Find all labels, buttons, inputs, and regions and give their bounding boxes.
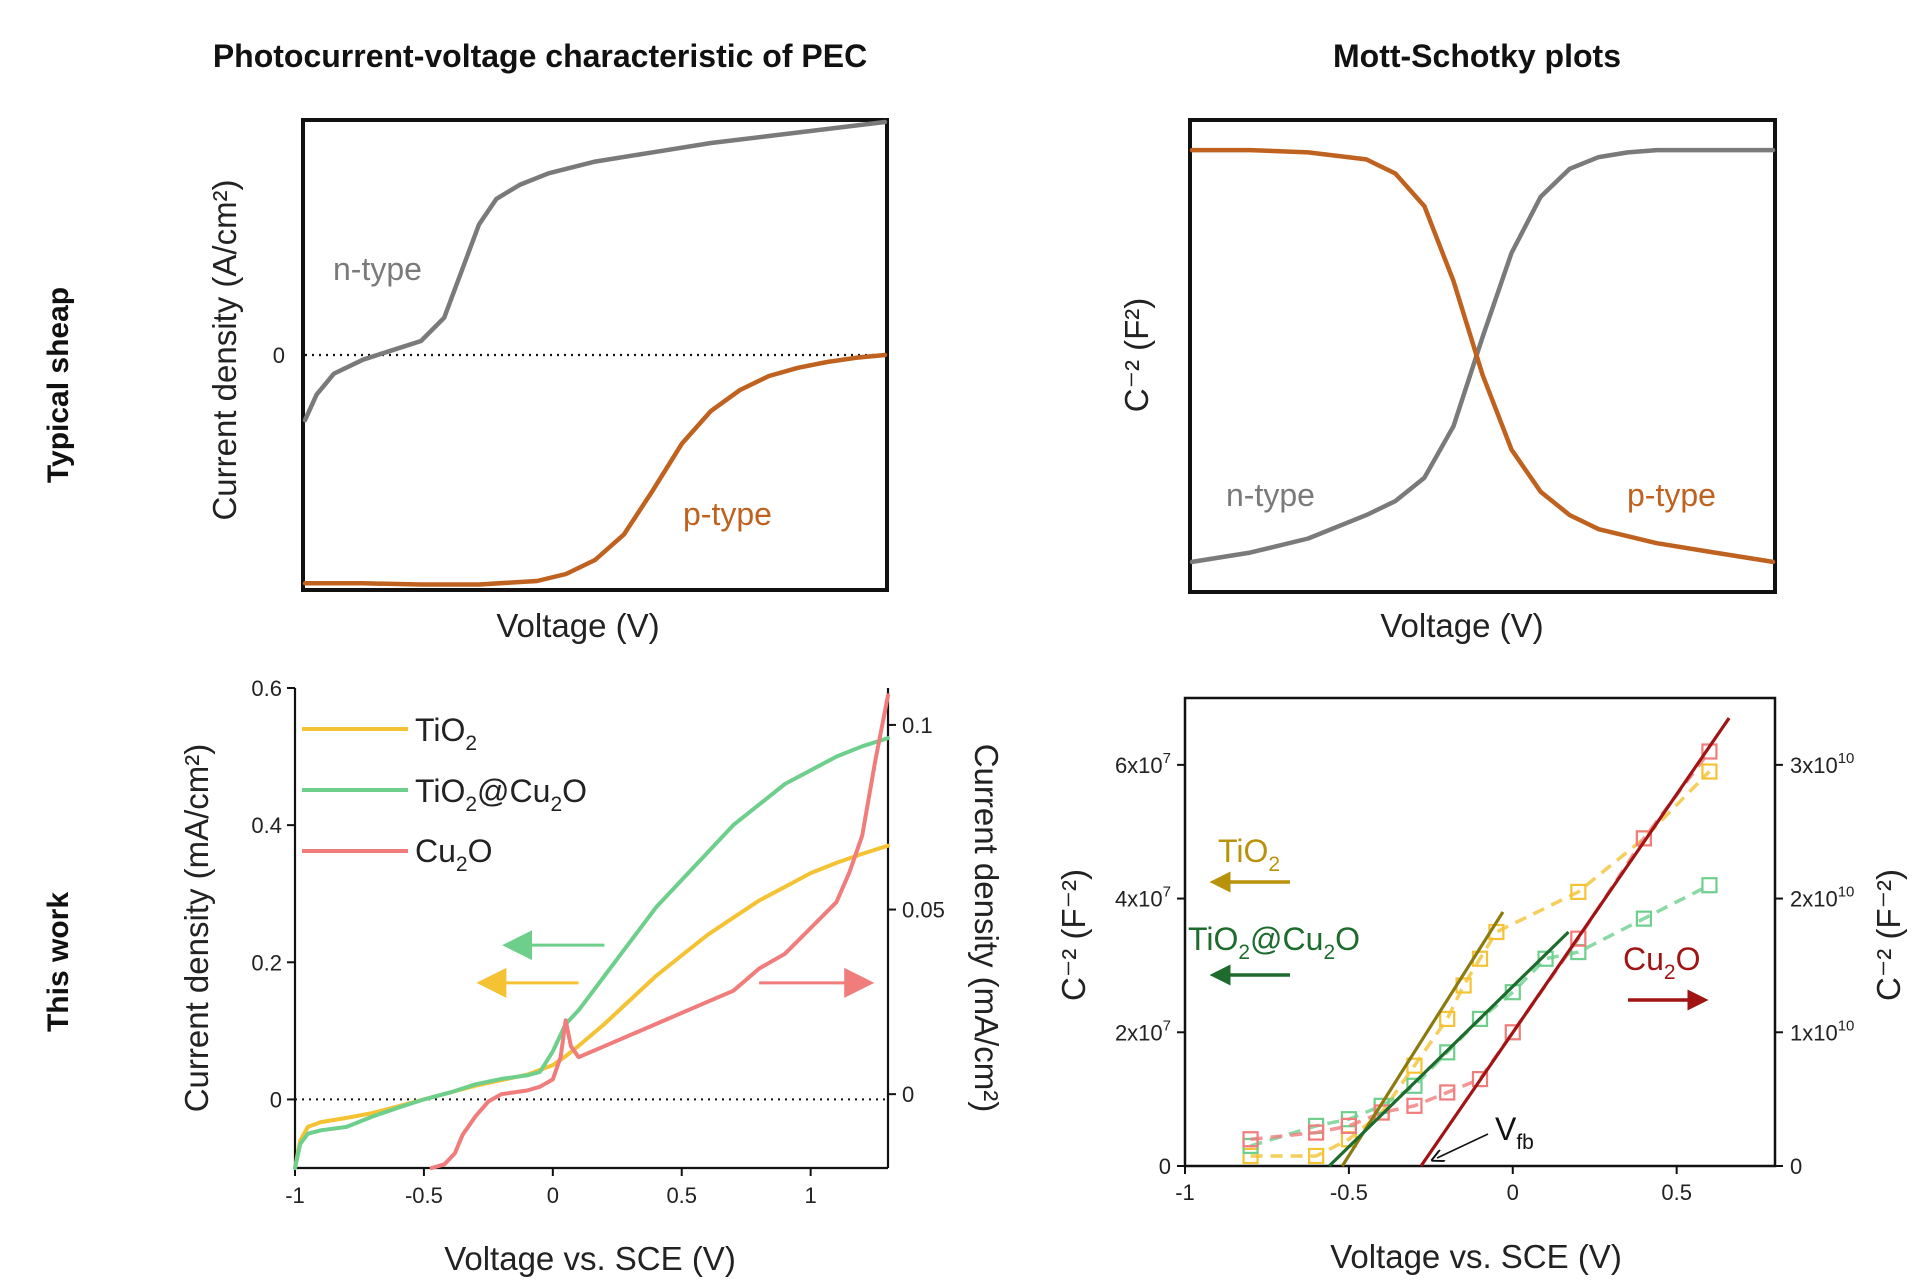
chart-d-point-tio2 bbox=[1570, 883, 1587, 900]
chart-a-ylabel: Current density (A/cm²) bbox=[206, 179, 243, 520]
chart-d-y2tick-2: 2x1010 bbox=[1790, 884, 1854, 912]
chart-b-series-n-type bbox=[1189, 147, 1776, 565]
chart-d-point-cu2o bbox=[1242, 1131, 1259, 1148]
chart-c-xtick-0: -1 bbox=[285, 1183, 305, 1208]
chart-b-label-n-type: n-type bbox=[1226, 477, 1315, 513]
chart-d-point-tio2 bbox=[1242, 1147, 1259, 1165]
chart-d-fit-tio2-cu2o bbox=[1328, 930, 1570, 1168]
chart-b-xlabel: Voltage (V) bbox=[1380, 607, 1543, 644]
chart-c-xtick-3: 0.5 bbox=[666, 1183, 697, 1208]
chart-a-xlabel: Voltage (V) bbox=[496, 607, 659, 644]
chart-b-ylabel: C⁻² (F²) bbox=[1118, 298, 1155, 413]
chart-a-label-n-type: n-type bbox=[333, 251, 422, 287]
chart-d-point-cu2o bbox=[1340, 1117, 1357, 1134]
chart-d-fit-cu2o bbox=[1419, 717, 1731, 1167]
chart-d-xtick-1: -0.5 bbox=[1330, 1180, 1368, 1205]
chart-c-ytick-3: 0.6 bbox=[251, 676, 282, 701]
legend-label-cu2o: Cu2O bbox=[415, 833, 492, 876]
chart-c-xtick-4: 1 bbox=[805, 1183, 817, 1208]
chart-d-vfb-pointer bbox=[1437, 1133, 1489, 1158]
chart-d-point-tio2-cu2o bbox=[1537, 950, 1554, 967]
chart-d-point-tio2-cu2o bbox=[1635, 910, 1652, 927]
chart-d-point-cu2o bbox=[1471, 1070, 1489, 1088]
chart-d-y2tick-1: 1x1010 bbox=[1790, 1017, 1854, 1045]
chart-d-fit-tio2 bbox=[1340, 911, 1505, 1167]
chart-d-xlabel: Voltage vs. SCE (V) bbox=[1330, 1238, 1622, 1275]
chart-d-frame bbox=[1183, 696, 1777, 1168]
chart-d-ytick-3: 6x107 bbox=[1115, 750, 1171, 778]
chart-b-label-p-type: p-type bbox=[1627, 477, 1716, 513]
title-left: Photocurrent-voltage characteristic of P… bbox=[213, 38, 867, 74]
chart-a-ytick-0: 0 bbox=[273, 343, 285, 368]
chart-c-ytick-2: 0.4 bbox=[251, 813, 282, 838]
chart-d: -1 -0.5 0 0.5 0 2x107 4x107 6x107 0 1x1010 2x1010 3… bbox=[1055, 696, 1907, 1275]
legend-label-tio2-cu2o: TiO2@Cu2O bbox=[415, 773, 587, 816]
chart-b: n-type p-type Voltage (V) C⁻² (F²) bbox=[1118, 118, 1777, 644]
chart-d-ytick-1: 2x107 bbox=[1115, 1017, 1171, 1045]
chart-c-y2tick-1: 0.05 bbox=[902, 898, 945, 923]
chart-d-point-cu2o bbox=[1570, 930, 1587, 947]
chart-d-vfb-label: Vfb bbox=[1495, 1111, 1534, 1154]
chart-d-point-tio2-cu2o bbox=[1439, 1044, 1456, 1061]
chart-c-ylabel: Current density (mA/cm²) bbox=[178, 744, 215, 1113]
chart-d-ylabel-right: C⁻² (F⁻²) bbox=[1870, 869, 1907, 1001]
chart-d-point-tio2 bbox=[1439, 1010, 1456, 1028]
chart-d-xtick-3: 0.5 bbox=[1661, 1180, 1692, 1205]
chart-c-xtick-1: -0.5 bbox=[405, 1183, 443, 1208]
chart-d-label-tio2: TiO2 bbox=[1218, 833, 1280, 876]
chart-c-ytick-0: 0 bbox=[270, 1087, 282, 1112]
chart-c-series-cu2o bbox=[429, 693, 890, 1170]
title-right: Mott-Schotky plots bbox=[1333, 38, 1621, 74]
chart-a: 0 n-type p-type Voltage (V) Current dens… bbox=[206, 118, 889, 644]
legend-label-tio2: TiO2 bbox=[415, 712, 477, 755]
chart-d-label-cu2o: Cu2O bbox=[1623, 941, 1700, 984]
chart-d-ticks: -1 -0.5 0 0.5 0 2x107 4x107 6x107 0 1x1010 2x1010 3… bbox=[1115, 750, 1854, 1205]
chart-d-label-tio2-cu2o: TiO2@Cu2O bbox=[1188, 921, 1360, 964]
chart-c-legend: TiO2 TiO2@Cu2O Cu2O bbox=[302, 712, 587, 876]
chart-c-y2tick-2: 0.1 bbox=[902, 713, 933, 738]
chart-d-point-tio2 bbox=[1701, 763, 1718, 780]
chart-a-label-p-type: p-type bbox=[683, 496, 772, 532]
chart-d-xtick-0: -1 bbox=[1175, 1180, 1195, 1205]
chart-a-series-n-type bbox=[302, 119, 888, 423]
chart-d-point-cu2o bbox=[1635, 830, 1652, 847]
chart-d-point-cu2o bbox=[1308, 1124, 1325, 1141]
chart-d-dashed-tio2 bbox=[1250, 770, 1711, 1158]
chart-d-xtick-2: 0 bbox=[1507, 1180, 1519, 1205]
chart-a-series-p-type bbox=[302, 352, 888, 587]
chart-c-xtick-2: 0 bbox=[547, 1183, 559, 1208]
row-label-bottom: This work bbox=[42, 892, 75, 1032]
chart-d-point-tio2-cu2o bbox=[1406, 1077, 1423, 1094]
row-label-top: Typical sheap bbox=[42, 287, 75, 483]
chart-c-ytick-1: 0.2 bbox=[251, 950, 282, 975]
chart-d-y2tick-3: 3x1010 bbox=[1790, 750, 1854, 778]
chart-b-frame bbox=[1188, 118, 1777, 594]
chart-d-ytick-0: 0 bbox=[1159, 1154, 1171, 1179]
chart-c-xlabel: Voltage vs. SCE (V) bbox=[444, 1240, 736, 1277]
chart-d-ytick-2: 4x107 bbox=[1115, 884, 1171, 912]
chart-d-point-cu2o bbox=[1504, 1024, 1521, 1041]
chart-c-ticks: -1 -0.5 0 0.5 1 0 0.2 0.4 0.6 0 0.05 0.1 bbox=[251, 676, 944, 1208]
chart-d-point-tio2-cu2o bbox=[1471, 1010, 1489, 1028]
chart-c: -1 -0.5 0 0.5 1 0 0.2 0.4 0.6 0 0.05 0.1 TiO2 TiO2@… bbox=[178, 676, 1005, 1277]
chart-d-y2tick-0: 0 bbox=[1790, 1154, 1802, 1179]
chart-c-ylabel-right: Current density (mA/cm²) bbox=[968, 744, 1005, 1113]
chart-c-series-tio2 bbox=[293, 843, 890, 1170]
chart-d-point-tio2-cu2o bbox=[1701, 877, 1718, 894]
chart-d-point-cu2o bbox=[1439, 1084, 1456, 1101]
chart-c-y2tick-0: 0 bbox=[902, 1082, 914, 1107]
chart-d-ylabel: C⁻² (F⁻²) bbox=[1055, 869, 1092, 1001]
chart-d-point-tio2 bbox=[1308, 1147, 1325, 1165]
chart-c-series-tio2-cu2o bbox=[293, 736, 890, 1170]
chart-d-point-cu2o bbox=[1406, 1097, 1423, 1114]
chart-b-series-p-type bbox=[1189, 147, 1776, 565]
